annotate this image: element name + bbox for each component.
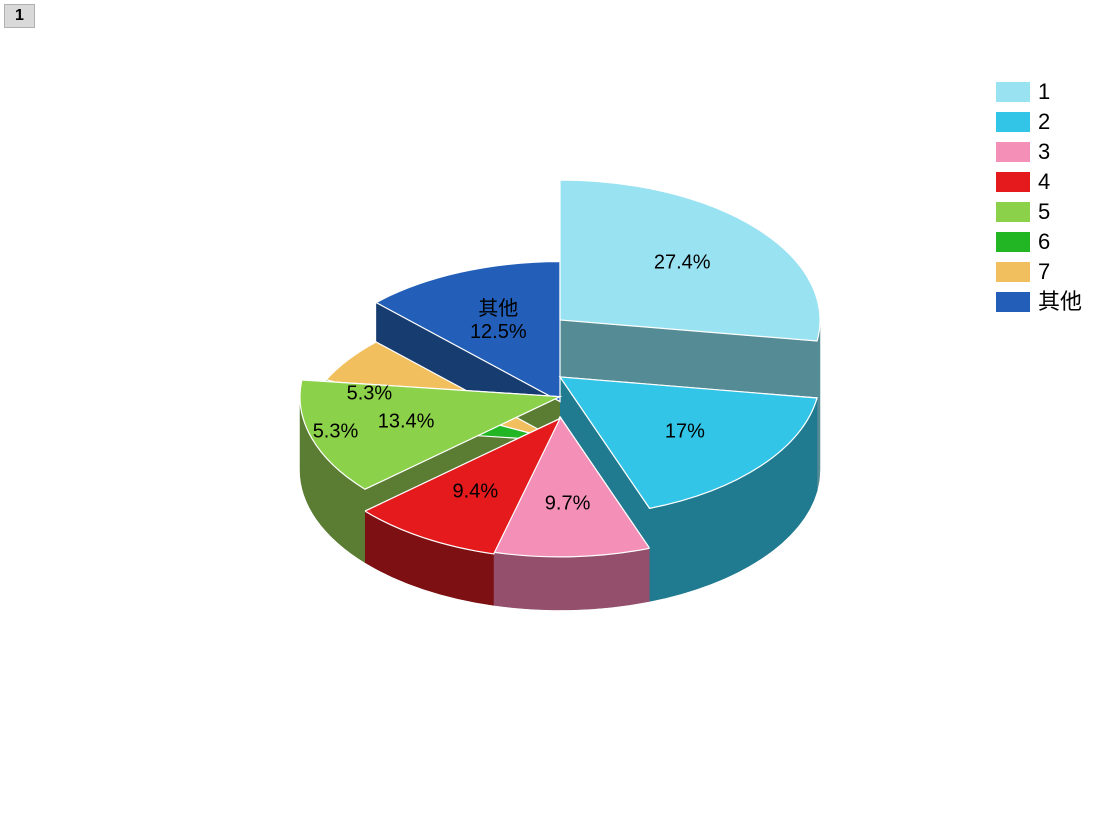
pie-slice-label: 9.7%	[545, 492, 591, 515]
pie-slice-label: 13.4%	[378, 411, 435, 434]
pie-slice-label: 27.4%	[654, 252, 711, 275]
legend-swatch	[996, 82, 1030, 102]
legend-label: 其他	[1038, 288, 1082, 316]
legend-swatch	[996, 142, 1030, 162]
legend-swatch	[996, 292, 1030, 312]
legend-item: 5	[996, 198, 1082, 226]
pie-slice-label: 5.3%	[313, 420, 359, 443]
legend-swatch	[996, 172, 1030, 192]
legend-label: 7	[1038, 258, 1050, 286]
pie-slice-label: 9.4%	[453, 481, 499, 504]
legend-label: 5	[1038, 198, 1050, 226]
legend-swatch	[996, 112, 1030, 132]
legend-item: 4	[996, 168, 1082, 196]
legend-item: 7	[996, 258, 1082, 286]
legend-label: 3	[1038, 138, 1050, 166]
legend-item: 1	[996, 78, 1082, 106]
legend-label: 2	[1038, 108, 1050, 136]
pie-slice-outer-wall	[817, 320, 820, 491]
legend-item: 3	[996, 138, 1082, 166]
pie-chart	[0, 0, 1112, 816]
pie-slice-label: 17%	[665, 420, 705, 443]
legend-label: 6	[1038, 228, 1050, 256]
legend-swatch	[996, 202, 1030, 222]
pie-slice-outer-wall-front	[494, 548, 650, 610]
pie-slice-label: 5.3%	[347, 383, 393, 406]
legend-label: 1	[1038, 78, 1050, 106]
legend-label: 4	[1038, 168, 1050, 196]
legend-swatch	[996, 232, 1030, 252]
legend: 1234567其他	[996, 78, 1082, 318]
legend-item: 其他	[996, 288, 1082, 316]
pie-slice-label: 其他12.5%	[470, 298, 527, 344]
legend-swatch	[996, 262, 1030, 282]
legend-item: 6	[996, 228, 1082, 256]
legend-item: 2	[996, 108, 1082, 136]
